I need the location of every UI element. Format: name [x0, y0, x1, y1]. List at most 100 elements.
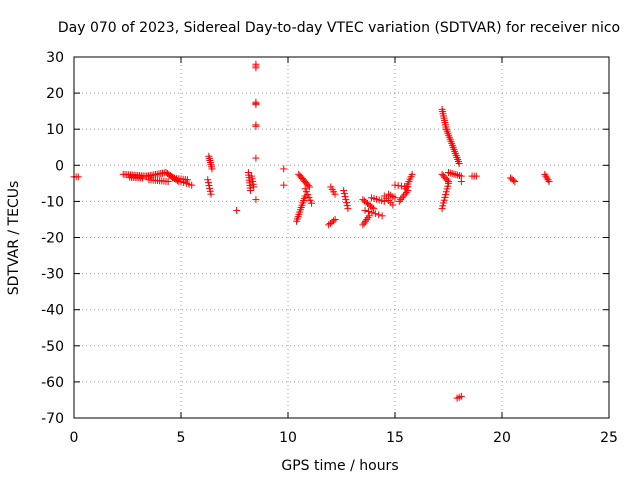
data-point	[457, 178, 465, 186]
data-point	[340, 187, 348, 195]
data-point	[331, 215, 339, 223]
data-point	[544, 176, 552, 184]
data-point	[183, 176, 191, 184]
data-point	[446, 169, 454, 177]
data-point	[402, 188, 410, 196]
data-point	[398, 194, 406, 202]
data-point	[545, 178, 553, 186]
x-tick-label: 0	[70, 430, 79, 446]
data-point	[343, 202, 351, 210]
data-point	[329, 217, 337, 225]
data-point	[454, 171, 462, 179]
data-point	[304, 191, 312, 199]
data-point	[204, 179, 212, 187]
data-point	[401, 190, 409, 198]
data-point	[208, 165, 216, 173]
data-point	[340, 190, 348, 198]
data-point	[280, 165, 288, 173]
data-point	[250, 183, 258, 191]
data-point	[138, 174, 146, 182]
data-point	[205, 182, 213, 190]
data-point	[252, 101, 260, 109]
data-point	[511, 178, 519, 186]
data-point	[206, 187, 214, 195]
grid-lines	[74, 57, 609, 418]
x-axis-label: GPS time / hours	[281, 458, 398, 474]
data-point	[252, 64, 260, 72]
data-point	[74, 173, 82, 181]
data-point	[361, 217, 369, 225]
y-tick-label: -60	[41, 375, 64, 391]
y-tick-label: -30	[41, 267, 64, 283]
data-point	[452, 171, 460, 179]
data-point	[364, 214, 372, 222]
data-point	[252, 154, 260, 162]
data-point	[233, 206, 241, 214]
data-point	[342, 196, 350, 204]
y-tick-label: 0	[55, 158, 64, 174]
x-tick-label: 15	[386, 430, 404, 446]
data-point	[344, 205, 352, 213]
data-point	[306, 196, 314, 204]
data-point	[375, 211, 383, 219]
data-point	[543, 174, 551, 182]
x-axis-ticks: 0 5 10 15 20 25	[70, 57, 618, 446]
data-point	[509, 176, 517, 184]
data-point	[360, 219, 368, 227]
data-point	[456, 172, 464, 180]
y-tick-label: -40	[41, 303, 64, 319]
chart-title: Day 070 of 2023, Sidereal Day-to-day VTE…	[58, 20, 620, 36]
y-tick-label: 10	[46, 122, 64, 138]
data-point	[207, 190, 215, 198]
data-point	[395, 197, 403, 205]
data-point	[342, 199, 350, 207]
data-point	[397, 196, 405, 204]
data-point	[305, 183, 313, 191]
data-point	[252, 196, 260, 204]
data-point	[448, 170, 456, 178]
data-point	[445, 169, 452, 177]
data-point	[389, 201, 397, 209]
data-point	[301, 185, 309, 193]
data-point	[391, 194, 399, 202]
y-tick-label: -20	[41, 231, 64, 247]
y-tick-label: -50	[41, 339, 64, 355]
data-point	[364, 208, 372, 216]
data-point	[472, 172, 480, 180]
data-point	[378, 212, 386, 220]
data-point	[542, 172, 550, 180]
data-point	[164, 178, 172, 186]
y-tick-label: -70	[41, 411, 64, 427]
y-tick-label: -10	[41, 194, 64, 210]
data-point	[305, 193, 313, 201]
data-point	[204, 176, 212, 184]
data-point	[359, 221, 367, 229]
data-point	[408, 170, 416, 178]
data-point	[404, 183, 412, 191]
x-tick-label: 5	[177, 430, 186, 446]
data-point	[304, 182, 312, 190]
x-tick-label: 20	[493, 430, 511, 446]
data-point	[206, 184, 214, 192]
data-point	[400, 192, 408, 200]
y-axis-ticks: -70 -60 -50 -40 -30 -20 -10 0 10 20 30	[41, 50, 609, 427]
data-point	[445, 178, 452, 186]
data-point	[363, 215, 371, 223]
data-point	[247, 187, 255, 195]
data-point	[371, 210, 379, 218]
data-point	[450, 170, 458, 178]
data-point	[541, 170, 549, 178]
data-point	[443, 176, 451, 184]
data-point	[455, 159, 463, 167]
data-point	[341, 193, 349, 201]
data-point	[280, 181, 288, 189]
y-axis-label: SDTVAR / TECUs	[6, 181, 22, 296]
data-point	[370, 205, 378, 213]
data-point	[308, 199, 316, 207]
data-point	[302, 188, 310, 196]
y-tick-label: 30	[46, 50, 64, 66]
data-point	[188, 181, 196, 189]
y-tick-label: 20	[46, 86, 64, 102]
data-point	[361, 206, 369, 214]
